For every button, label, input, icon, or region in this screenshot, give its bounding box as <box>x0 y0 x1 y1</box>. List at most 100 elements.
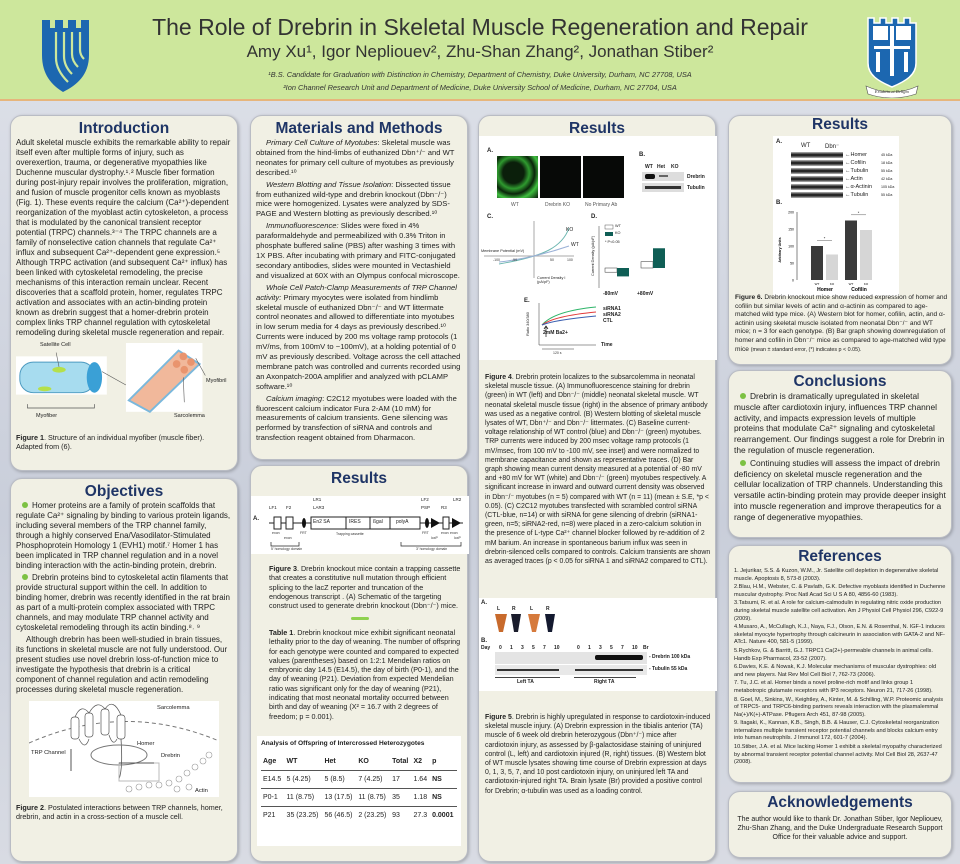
series-label: siRNA2 <box>603 312 621 318</box>
exon-label: exon <box>450 531 458 535</box>
label-drebrin: Drebrin <box>161 753 181 759</box>
bar-ko <box>653 248 665 268</box>
label-actin: Actin <box>195 788 208 794</box>
day-labels: 0 1 3 5 7 10 0 1 3 5 7 10 Br <box>497 645 649 652</box>
table-cell: 27.3 <box>411 806 431 824</box>
series-label: CTL <box>603 318 613 324</box>
table-cell: 1.18 <box>411 788 431 807</box>
table-cell: P0-1 <box>261 788 285 807</box>
image-label: WT <box>511 202 519 208</box>
table-row: P21 35 (23.25) 56 (46.5) 2 (23.25) 93 27.3 0.0… <box>261 806 457 824</box>
introduction-panel: Introduction Adult skeletal muscle exhib… <box>10 115 238 471</box>
duke-university-crest: Eruditio et Religio <box>865 17 919 98</box>
references-heading: References <box>798 548 882 565</box>
y-tick-label: 100 <box>788 245 794 249</box>
band-kda: 45 kDa <box>881 153 893 157</box>
column-header: p <box>432 758 437 765</box>
exon-label: exon <box>272 531 280 535</box>
section-text: : Dissected tissue from euthanized wild-… <box>256 179 451 219</box>
reference-item: 2.Blau, H.M., Webster, C. & Pavlath, G.K… <box>734 584 946 598</box>
section-text: : C2C12 myotubes were loaded with the fl… <box>256 393 457 443</box>
reference-item: 3.Tatsumi, R. et al. A role for calcium-… <box>734 600 944 622</box>
blot-band <box>791 152 843 158</box>
results-panel-3: Results A. WT Dbn⁻ ←Homer 45 kDa ←Cofilin 1… <box>728 115 952 365</box>
table-1-caption: Table 1. Drebrin knockout mice exhibit s… <box>269 628 464 721</box>
table-cell: E14.5 <box>261 770 285 789</box>
exon-label: exon <box>441 531 449 535</box>
group-label: Homer <box>817 287 833 293</box>
if-ko-image <box>540 156 581 198</box>
day-label: 7 <box>621 645 624 651</box>
band-label: - Drebrin 100 kDa <box>649 654 691 660</box>
caption-text: . Drebrin is highly upregulated in respo… <box>485 714 711 795</box>
table-cell: 5 (8.5) <box>322 770 357 789</box>
section-heading: Western Blotting and Tissue Isolation <box>266 179 392 189</box>
poster-authors: Amy Xu¹, Igor Nepliouev², Zhu-Shan Zhang… <box>246 42 714 61</box>
y-tick-label: 200 <box>788 211 794 215</box>
section-text: Slides were fixed in 4% paraformaldehyde… <box>256 221 460 280</box>
references-list: 1. Jejurikar, S.S. & Kuzon, W.M., Jr. Sa… <box>734 568 946 767</box>
homology-5-label: 5' homology domain <box>271 547 303 551</box>
bar-wt <box>604 267 618 273</box>
objective-2-text: Drebrin proteins bind to cytoskeletal ac… <box>16 573 230 632</box>
column-header: Age <box>263 758 277 765</box>
table-cell: 35 <box>390 788 412 807</box>
label-satellite-cell: Satellite Cell <box>40 342 71 348</box>
label-sarcolemma: Sarcolemma <box>174 413 205 419</box>
reference-item: 10.Stiber, J.A. et al. Mice lacking Home… <box>734 744 942 766</box>
column-header: KO <box>358 758 369 765</box>
x-tick-label: 50 <box>550 258 554 262</box>
column-header: Het <box>324 758 336 765</box>
day-label: 3 <box>599 645 602 651</box>
image-label: No Primary Ab <box>585 202 618 208</box>
tissue-staining-images <box>495 614 555 632</box>
day-label: 10 <box>554 645 560 651</box>
blot-band <box>791 160 843 166</box>
bar-label: WT <box>849 282 854 286</box>
bar-wt <box>640 261 654 269</box>
primer-label: F2 <box>286 505 292 510</box>
figure-2-caption: Figure 2. Postulated interactions betwee… <box>16 803 232 822</box>
caption-label: Figure 5 <box>485 714 512 721</box>
primer-label: LR1 <box>313 497 322 502</box>
exon-label: exon <box>284 536 292 540</box>
band-label: ←Tubulin <box>845 192 869 198</box>
axis-label: Ratio 340/380 <box>526 312 530 336</box>
results-heading: Results <box>569 120 625 137</box>
side-label: R <box>512 606 516 612</box>
caption-note: (mean ± standard error, (*) indicates p … <box>750 346 862 353</box>
caption-text: Drebrin knockout mice show reduced expre… <box>735 294 948 353</box>
series-line-sirna2 <box>541 311 597 326</box>
bar-label: WT <box>815 282 820 286</box>
if-wt-image <box>497 156 538 198</box>
section-text: Primary myocytes were isolated from hind… <box>256 292 461 391</box>
axis-label: Time <box>601 342 613 348</box>
label-trp-channel: TRP Channel <box>31 750 66 756</box>
panel-label: A. <box>487 148 493 154</box>
objective-1: Homer proteins are a family of protein s… <box>16 501 232 571</box>
arrow-icon <box>543 325 549 337</box>
caption-label: Figure 4 <box>485 374 512 381</box>
group-label: -80mV <box>603 291 619 297</box>
results-panel-1: Results A. En2 SA IRES ßgal polyA LF1 F2… <box>250 465 469 862</box>
figure-2-diagram: Sarcolemma Homer TRP Channel Drebrin Act… <box>29 701 219 797</box>
legend-label: KO <box>615 231 621 235</box>
significance-note: * P<0.05 <box>605 240 620 244</box>
y-tick-label: 50 <box>790 262 794 266</box>
results-heading: Results <box>331 470 387 487</box>
methods-section: Primary Cell Culture of Myotubes: Skelet… <box>256 138 462 178</box>
divider <box>351 617 369 620</box>
band-kda: 105 kDa <box>881 185 895 189</box>
band-kda: 42 kDa <box>881 177 893 181</box>
primer-label: R3 <box>441 505 447 510</box>
band-kda: 55 kDa <box>881 193 893 197</box>
legend-label: WT <box>615 224 621 228</box>
label-homer: Homer <box>137 741 155 747</box>
legend-swatch-wt <box>604 224 614 230</box>
table-row: P0-1 11 (8.75) 13 (17.5) 11 (8.75) 35 1.18 NS <box>261 788 457 807</box>
iv-curve-chart <box>484 221 574 278</box>
day-label: 5 <box>610 645 613 651</box>
significance-star: * <box>858 210 860 215</box>
panel-label: B. <box>776 200 782 206</box>
group-label: Cofilin <box>851 287 867 293</box>
